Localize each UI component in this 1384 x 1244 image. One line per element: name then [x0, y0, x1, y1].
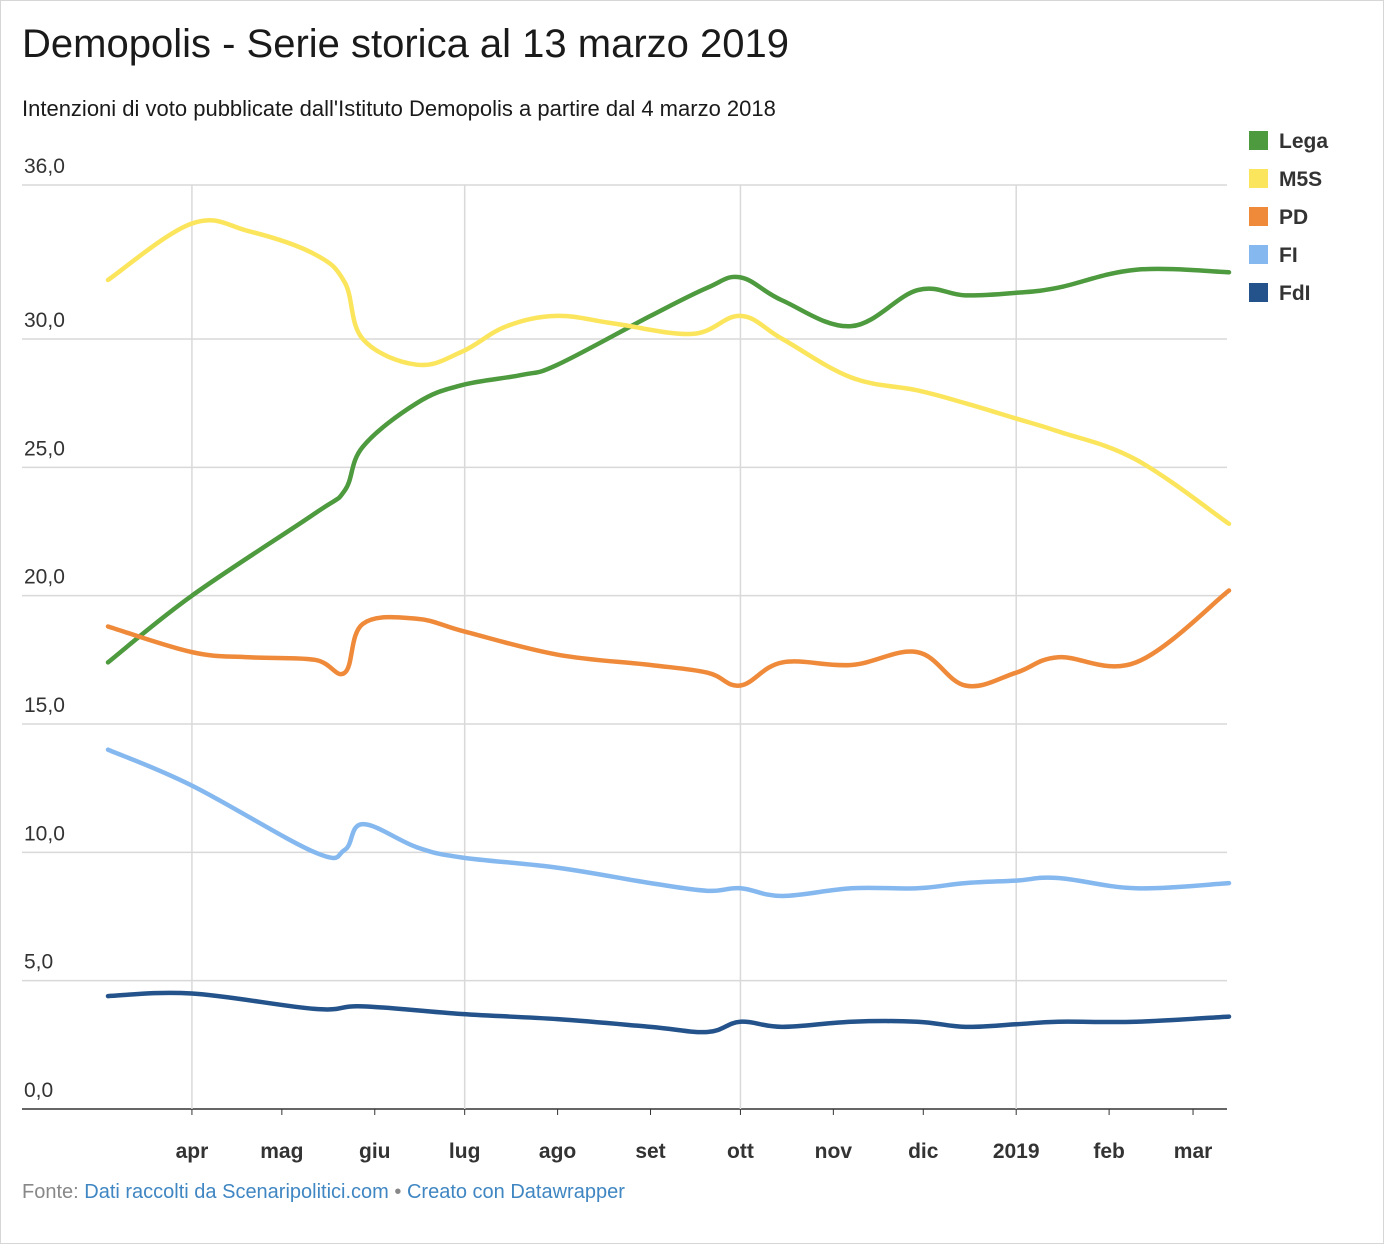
x-tick-label: ago [539, 1140, 576, 1163]
chart-subtitle: Intenzioni di voto pubblicate dall'Istit… [22, 96, 776, 121]
legend-swatch-lega [1249, 131, 1268, 150]
datawrapper-link[interactable]: Creato con Datawrapper [406, 1181, 625, 1203]
legend-label-fi: FI [1279, 244, 1298, 267]
legend-swatch-fdi [1249, 283, 1268, 302]
x-tick-label: 2019 [993, 1140, 1040, 1163]
series-line-fi [105, 747, 1232, 899]
series-line-lega [105, 266, 1232, 665]
y-tick-label: 0,0 [24, 1079, 53, 1102]
x-tick-label: mag [260, 1140, 303, 1163]
y-tick-label: 10,0 [24, 822, 65, 845]
x-tick-label: set [635, 1140, 665, 1163]
y-tick-label: 5,0 [24, 951, 53, 974]
x-tick-label: ott [727, 1140, 754, 1163]
series-line-pd [105, 588, 1232, 689]
x-tick-label: dic [908, 1140, 939, 1163]
footer-separator: • [394, 1181, 402, 1203]
y-tick-label: 20,0 [24, 566, 65, 589]
y-tick-label: 30,0 [24, 309, 65, 332]
x-tick-label: giu [359, 1140, 391, 1163]
legend-label-lega: Lega [1279, 130, 1328, 153]
legend-label-m5s: M5S [1279, 168, 1322, 191]
x-tick-label: feb [1093, 1140, 1125, 1163]
y-tick-label: 25,0 [24, 437, 65, 460]
chart-title: Demopolis - Serie storica al 13 marzo 20… [22, 22, 790, 66]
chart-footer: Fonte: Dati raccolti da Scenaripolitici.… [22, 1181, 625, 1204]
legend-swatch-pd [1249, 207, 1268, 226]
series-line-fdi [105, 990, 1232, 1035]
source-link[interactable]: Dati raccolti da Scenaripolitici.com [84, 1181, 389, 1203]
x-tick-label: mar [1174, 1140, 1213, 1163]
y-tick-label: 36,0 [24, 155, 65, 178]
x-tick-label: lug [449, 1140, 481, 1163]
footer-source-prefix: Fonte: [22, 1181, 79, 1203]
legend-swatch-m5s [1249, 169, 1268, 188]
legend-label-fdi: FdI [1279, 282, 1311, 305]
series-line-m5s [105, 218, 1232, 527]
legend-swatch-fi [1249, 245, 1268, 264]
y-tick-label: 15,0 [24, 694, 65, 717]
legend-label-pd: PD [1279, 206, 1308, 229]
x-tick-label: nov [815, 1140, 853, 1163]
x-tick-label: apr [176, 1140, 209, 1163]
